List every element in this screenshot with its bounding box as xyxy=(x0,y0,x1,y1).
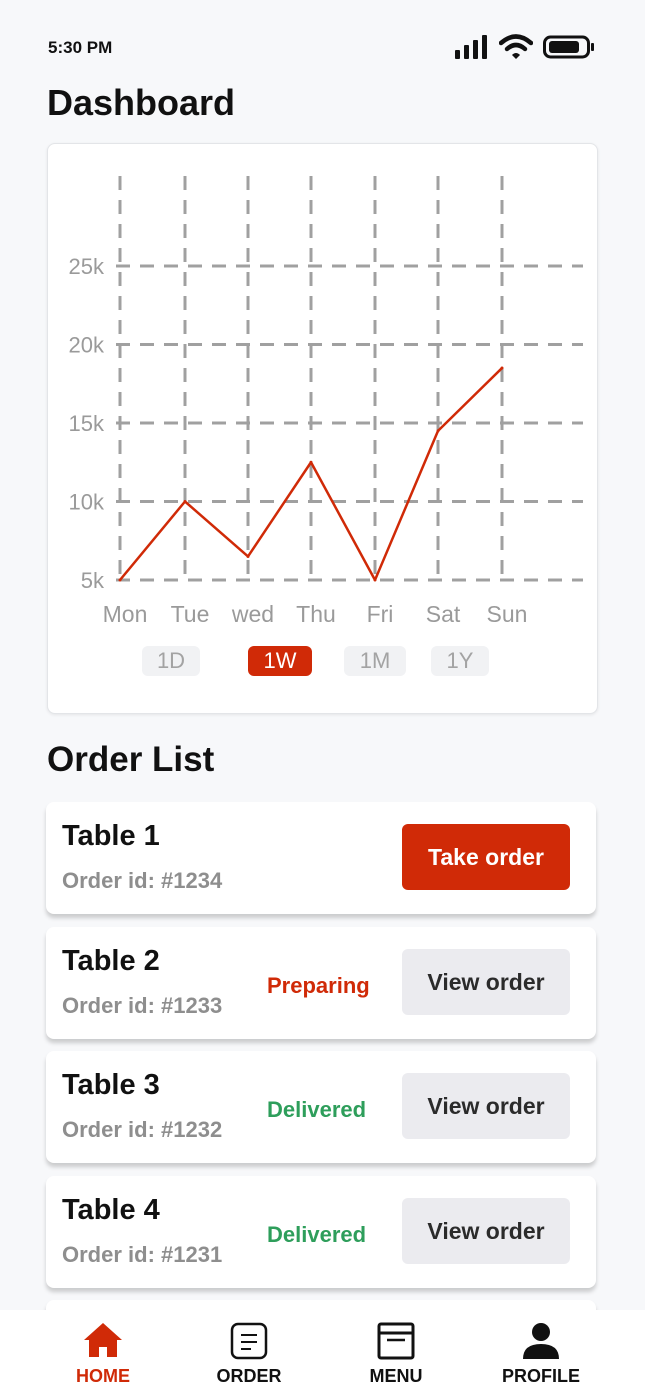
bottom-nav: HOME ORDER MENU P xyxy=(0,1310,645,1398)
order-id: Order id: #1234 xyxy=(62,868,223,893)
order-table-name: Table 2 xyxy=(62,945,160,977)
nav-label: MENU xyxy=(369,1366,423,1386)
order-status-badge: Preparing xyxy=(267,973,370,998)
range-tabs: 1D 1W 1M 1Y xyxy=(48,646,599,676)
order-status-badge: Delivered xyxy=(267,1097,367,1122)
order-table-name: Table 1 xyxy=(62,820,160,852)
data-point xyxy=(309,460,313,464)
x-tick-label: Mon xyxy=(103,601,148,627)
data-point xyxy=(246,554,250,558)
home-icon xyxy=(83,1322,123,1363)
y-tick-label: 20k xyxy=(69,333,105,358)
order-id: Order id: #1233 xyxy=(62,993,223,1018)
order-card: Table 2 Order id: #1233 Preparing View orde… xyxy=(46,927,596,1039)
nav-item-order[interactable]: ORDER xyxy=(189,1310,309,1398)
order-status-badge: Delivered xyxy=(267,1222,367,1247)
y-tick-label: 5k xyxy=(81,568,105,593)
range-tab-1y[interactable]: 1Y xyxy=(431,646,489,676)
x-tick-label: Sat xyxy=(426,601,461,627)
order-card: Table 3 Order id: #1232 Delivered View orde… xyxy=(46,1051,596,1163)
nav-item-home[interactable]: HOME xyxy=(43,1310,163,1398)
data-point xyxy=(118,578,122,582)
status-time: 5:30 PM xyxy=(48,38,113,57)
x-tick-label: Sun xyxy=(487,601,528,627)
x-tick-label: wed xyxy=(231,601,274,627)
data-point xyxy=(373,578,377,582)
menu-icon xyxy=(377,1322,415,1365)
sales-chart-card: 5k 10k 15k 20k 25k Mon Tue wed Thu Fri Sat Sun 1D 1W… xyxy=(47,143,598,714)
sales-line-chart: 5k 10k 15k 20k 25k Mon Tue wed Thu Fri Sat Sun xyxy=(69,176,583,627)
order-id: Order id: #1231 xyxy=(62,1242,223,1267)
view-order-button[interactable]: View order xyxy=(402,1073,570,1139)
x-tick-label: Fri xyxy=(367,601,394,627)
nav-label: PROFILE xyxy=(501,1366,580,1386)
y-tick-label: 15k xyxy=(69,411,105,436)
order-id: Order id: #1232 xyxy=(62,1117,223,1142)
nav-item-profile[interactable]: PROFILE xyxy=(481,1310,601,1398)
y-tick-label: 25k xyxy=(69,254,105,279)
range-tab-1w[interactable]: 1W xyxy=(248,646,312,676)
x-tick-label: Thu xyxy=(296,601,336,627)
view-order-button[interactable]: View order xyxy=(402,1198,570,1264)
y-tick-label: 10k xyxy=(69,490,105,515)
page-title: Dashboard xyxy=(47,82,236,123)
range-tab-1d[interactable]: 1D xyxy=(142,646,200,676)
view-order-button[interactable]: View order xyxy=(402,949,570,1015)
order-card: Table 1 Order id: #1234 Take order xyxy=(46,802,596,914)
data-point xyxy=(183,500,187,503)
order-icon xyxy=(230,1322,268,1365)
nav-label: ORDER xyxy=(216,1366,282,1386)
signal-icon xyxy=(455,35,489,59)
order-list-title: Order List xyxy=(47,740,215,779)
order-table-name: Table 4 xyxy=(62,1194,160,1226)
order-table-name: Table 3 xyxy=(62,1069,160,1101)
nav-item-menu[interactable]: MENU xyxy=(336,1310,456,1398)
wifi-icon xyxy=(499,34,533,60)
profile-icon xyxy=(521,1322,561,1365)
battery-icon xyxy=(543,35,595,59)
range-tab-1m[interactable]: 1M xyxy=(344,646,406,676)
take-order-button[interactable]: Take order xyxy=(402,824,570,890)
data-point xyxy=(500,366,504,370)
data-point xyxy=(436,429,440,433)
order-card: Table 4 Order id: #1231 Delivered View orde… xyxy=(46,1176,596,1288)
x-tick-label: Tue xyxy=(171,601,210,627)
nav-label: HOME xyxy=(76,1366,130,1386)
status-icons xyxy=(455,34,595,60)
status-bar: 5:30 PM xyxy=(0,0,645,80)
